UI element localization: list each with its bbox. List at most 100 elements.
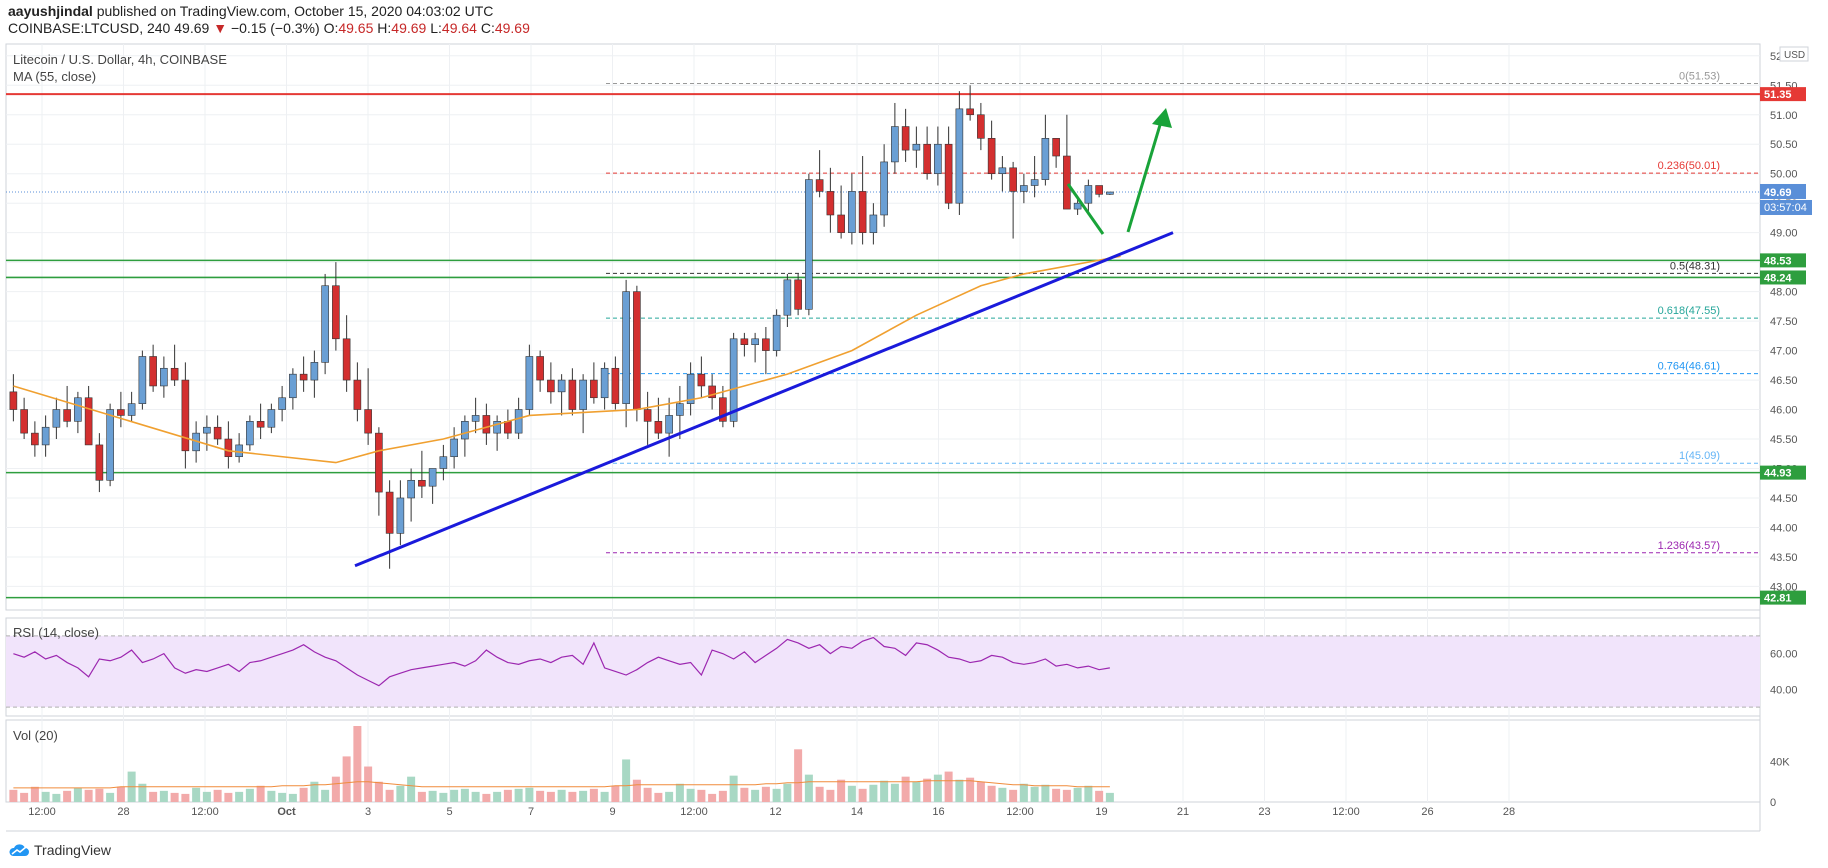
volume-bar (138, 783, 147, 802)
volume-bar (751, 789, 760, 802)
volume-bar (890, 783, 899, 802)
publication-line: aayushjindal published on TradingView.co… (8, 3, 493, 19)
candle-body (450, 438, 458, 458)
tradingview-logo[interactable]: TradingView (8, 842, 111, 858)
volume-bar (772, 788, 781, 802)
volume-bar (729, 775, 738, 802)
x-tick-label: 12:00 (1332, 806, 1360, 818)
y-tick-label: 51.00 (1770, 110, 1798, 122)
x-tick-label: 12 (769, 806, 781, 818)
x-tick-label: 7 (528, 806, 534, 818)
candle-body (557, 379, 566, 393)
volume-bar (525, 787, 534, 802)
y-tick-label: 48.00 (1770, 287, 1798, 299)
main-pane-title: Litecoin / U.S. Dollar, 4h, COINBASE (13, 52, 227, 67)
volume-bar (84, 789, 93, 802)
volume-bar (804, 774, 813, 802)
candle-body (891, 126, 899, 163)
volume-bar (106, 792, 115, 802)
fibonacci-level-label: 0(51.53) (1679, 71, 1720, 83)
candle-body (342, 338, 351, 381)
high-label: H: (377, 20, 392, 36)
change-down-icon: ▼ (213, 20, 228, 36)
volume-bar (331, 776, 340, 802)
volume-bar (632, 779, 641, 802)
volume-bar (299, 787, 308, 802)
volume-bar (224, 792, 233, 802)
volume-bar (63, 790, 72, 802)
candle-body (525, 356, 534, 410)
brand-name: TradingView (34, 842, 112, 858)
volume-bar (611, 785, 620, 802)
projection-arrow-up (1126, 114, 1165, 233)
volume-bar (1009, 789, 1018, 802)
volume-bar (665, 791, 674, 802)
y-tick-label: 43.50 (1770, 552, 1798, 564)
candle-body (235, 444, 243, 458)
rsi-legend[interactable]: RSI (14, close) (13, 625, 99, 640)
candle-body (1030, 179, 1039, 186)
candle-body (1041, 138, 1050, 180)
volume-bar (428, 790, 437, 802)
candle-body (170, 367, 179, 381)
candle-body (1073, 202, 1082, 210)
price-label-text: 48.53 (1764, 255, 1792, 267)
volume-bar (256, 785, 265, 802)
candle-body (504, 421, 512, 434)
volume-legend[interactable]: Vol (20) (13, 728, 58, 743)
x-tick-label: 16 (932, 806, 944, 818)
candle-body (224, 438, 233, 458)
candle-body (547, 379, 555, 393)
high-value: 49.69 (391, 20, 427, 36)
x-tick-label: Oct (277, 806, 296, 818)
volume-bar (288, 793, 297, 802)
volume-bar (385, 789, 394, 802)
volume-bar (858, 788, 867, 802)
volume-bar (396, 785, 405, 802)
candle-body (181, 379, 190, 452)
candle-body (1020, 185, 1028, 192)
ma-legend[interactable]: MA (55, close) (13, 69, 97, 84)
volume-bar (955, 779, 964, 802)
candle-body (998, 167, 1007, 175)
publisher-name[interactable]: aayushjindal (8, 3, 93, 19)
volume-bar (9, 789, 18, 802)
y-tick-label: 50.50 (1770, 139, 1798, 151)
price-label-box (1760, 87, 1806, 102)
candle-body (84, 397, 93, 446)
y-tick-label: 44.50 (1770, 493, 1798, 505)
volume-bar (654, 792, 663, 802)
volume-bar (944, 771, 953, 802)
candle-body (1063, 155, 1071, 210)
candle-body (63, 409, 71, 422)
volume-bar (1084, 785, 1093, 802)
candle-body (514, 409, 523, 434)
volume-bar (536, 790, 545, 802)
x-tick-label: 28 (1503, 806, 1515, 818)
volume-bar (761, 786, 770, 802)
candle-body (1106, 191, 1114, 195)
fibonacci-level-label: 1(45.09) (1679, 450, 1720, 462)
cloud-logo-icon (9, 844, 29, 856)
candle-body (385, 491, 394, 534)
volume-bar (1052, 788, 1061, 802)
candle-body (439, 456, 448, 469)
volume-bar (901, 776, 910, 802)
volume-bar (643, 787, 652, 802)
last-price: 49.69 (174, 20, 210, 36)
volume-bar (794, 749, 803, 802)
fibonacci-level-label: 0.764(46.61) (1658, 361, 1720, 373)
volume-bar (493, 791, 502, 802)
volume-bar (202, 791, 211, 802)
candle-body (944, 143, 953, 204)
volume-bar (1073, 787, 1082, 802)
volume-bar (579, 790, 588, 802)
volume-bar (912, 781, 921, 802)
candle-body (934, 143, 942, 175)
candle-body (95, 444, 104, 481)
price-label-box (1760, 253, 1806, 268)
x-tick-label: 14 (851, 806, 863, 818)
candle-body (1084, 185, 1093, 204)
candle-body (267, 409, 276, 428)
